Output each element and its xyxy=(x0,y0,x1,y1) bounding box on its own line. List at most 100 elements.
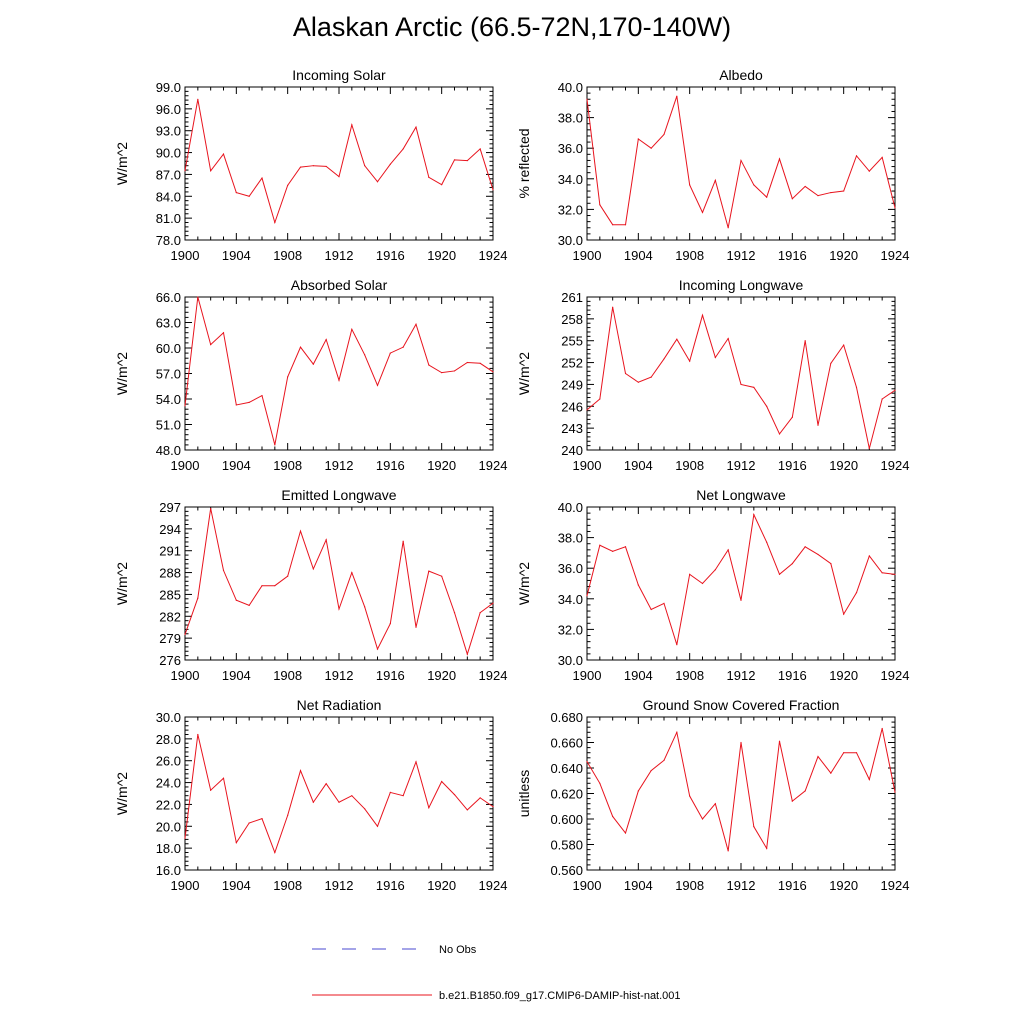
panel-title: Absorbed Solar xyxy=(291,277,388,293)
x-tick-label: 1916 xyxy=(778,458,807,473)
x-tick-label: 1904 xyxy=(624,878,653,893)
x-tick-label: 1916 xyxy=(376,248,405,263)
data-point xyxy=(402,148,404,150)
data-point xyxy=(753,826,755,828)
data-point xyxy=(453,793,456,796)
data-point xyxy=(855,592,858,594)
y-tick-label: 294 xyxy=(159,522,181,537)
x-tick-label: 1916 xyxy=(778,668,807,683)
y-tick-label: 36.0 xyxy=(558,141,583,156)
data-point xyxy=(714,569,716,571)
legend-entry-no-obs: No Obs xyxy=(312,944,477,956)
y-tick-label: 24.0 xyxy=(156,776,181,791)
panel-ground-snow-covered-fraction: Ground Snow Covered Fraction unitless 1900… xyxy=(516,697,909,893)
y-tick-label: 246 xyxy=(561,399,583,414)
data-point xyxy=(868,778,870,781)
panel-net-longwave: Net Longwave W/m^2 1900 1904 1908 1912 1916 192… xyxy=(516,487,909,683)
y-tick-label: 0.600 xyxy=(550,812,583,827)
data-point xyxy=(415,626,417,628)
x-tick-label: 1912 xyxy=(325,248,354,263)
y-tick-label: 249 xyxy=(561,377,583,392)
data-point xyxy=(364,354,366,356)
data-point xyxy=(197,296,199,298)
x-tick-label: 1916 xyxy=(778,878,807,893)
x-tick-label: 1920 xyxy=(427,668,456,683)
y-tick-label: 78.0 xyxy=(156,233,181,248)
data-point xyxy=(689,360,691,362)
panel-title: Incoming Solar xyxy=(292,67,386,83)
y-tick-label: 22.0 xyxy=(156,797,181,812)
data-point xyxy=(415,761,417,763)
x-tick-label: 1904 xyxy=(222,248,251,263)
data-point xyxy=(830,191,832,194)
data-point xyxy=(586,409,588,411)
panel-title: Emitted Longwave xyxy=(281,487,396,503)
data-point xyxy=(466,159,468,162)
data-point xyxy=(637,138,639,140)
data-point xyxy=(599,204,601,206)
data-point xyxy=(740,159,742,162)
data-point xyxy=(663,602,665,604)
data-point xyxy=(881,398,883,400)
data-point xyxy=(612,815,614,818)
data-point xyxy=(428,807,430,809)
data-point xyxy=(402,540,404,542)
data-point xyxy=(791,800,793,802)
data-point xyxy=(727,850,729,852)
data-point xyxy=(586,761,588,763)
data-point xyxy=(714,356,716,359)
data-point xyxy=(338,176,340,178)
data-point xyxy=(351,328,353,330)
data-point xyxy=(612,306,614,308)
x-tick-label: 1916 xyxy=(376,458,405,473)
y-tick-label: 279 xyxy=(159,631,181,646)
data-point xyxy=(843,190,845,192)
data-point xyxy=(894,207,896,209)
data-point xyxy=(676,731,678,733)
data-point xyxy=(415,323,417,325)
data-point xyxy=(428,176,430,178)
data-point xyxy=(599,782,601,784)
data-point xyxy=(441,372,443,374)
panel-incoming-solar: Incoming Solar W/m^2 1900 1904 1908 1912 1916 1… xyxy=(114,67,507,263)
data-point xyxy=(338,608,340,610)
x-tick-label: 1916 xyxy=(376,878,405,893)
panel-albedo: Albedo % reflected 1900 1904 1908 1912 1916 192… xyxy=(516,67,909,263)
data-point xyxy=(248,604,250,606)
data-point xyxy=(466,653,468,655)
data-point xyxy=(351,124,353,126)
data-point xyxy=(701,211,704,214)
data-point xyxy=(479,362,481,364)
data-point xyxy=(274,585,276,587)
data-point xyxy=(261,818,263,820)
y-axis-label: unitless xyxy=(516,770,532,817)
x-tick-label: 1900 xyxy=(573,248,602,263)
data-point xyxy=(453,370,456,372)
data-point xyxy=(428,570,430,572)
data-point xyxy=(351,571,353,574)
x-tick-label: 1912 xyxy=(727,458,756,473)
x-tick-label: 1900 xyxy=(171,878,200,893)
data-point xyxy=(663,358,665,360)
data-point xyxy=(637,584,639,586)
x-tick-label: 1924 xyxy=(479,248,508,263)
data-point xyxy=(817,424,819,426)
x-tick-label: 1908 xyxy=(273,248,302,263)
data-point xyxy=(402,795,404,797)
data-point xyxy=(274,444,276,446)
data-point xyxy=(624,372,627,375)
y-tick-label: 0.620 xyxy=(550,787,583,802)
y-tick-label: 36.0 xyxy=(558,561,583,576)
y-tick-label: 276 xyxy=(159,653,181,668)
x-tick-label: 1924 xyxy=(881,458,910,473)
data-point xyxy=(479,148,481,150)
y-tick-label: 99.0 xyxy=(156,80,181,95)
data-point xyxy=(843,344,845,346)
panel-incoming-longwave: Incoming Longwave W/m^2 1900 1904 1908 1912 19… xyxy=(516,277,909,473)
data-point xyxy=(663,133,665,136)
data-point xyxy=(235,599,237,601)
data-point xyxy=(210,507,212,510)
data-point xyxy=(650,608,652,611)
data-point xyxy=(197,733,199,736)
x-tick-label: 1924 xyxy=(479,458,508,473)
